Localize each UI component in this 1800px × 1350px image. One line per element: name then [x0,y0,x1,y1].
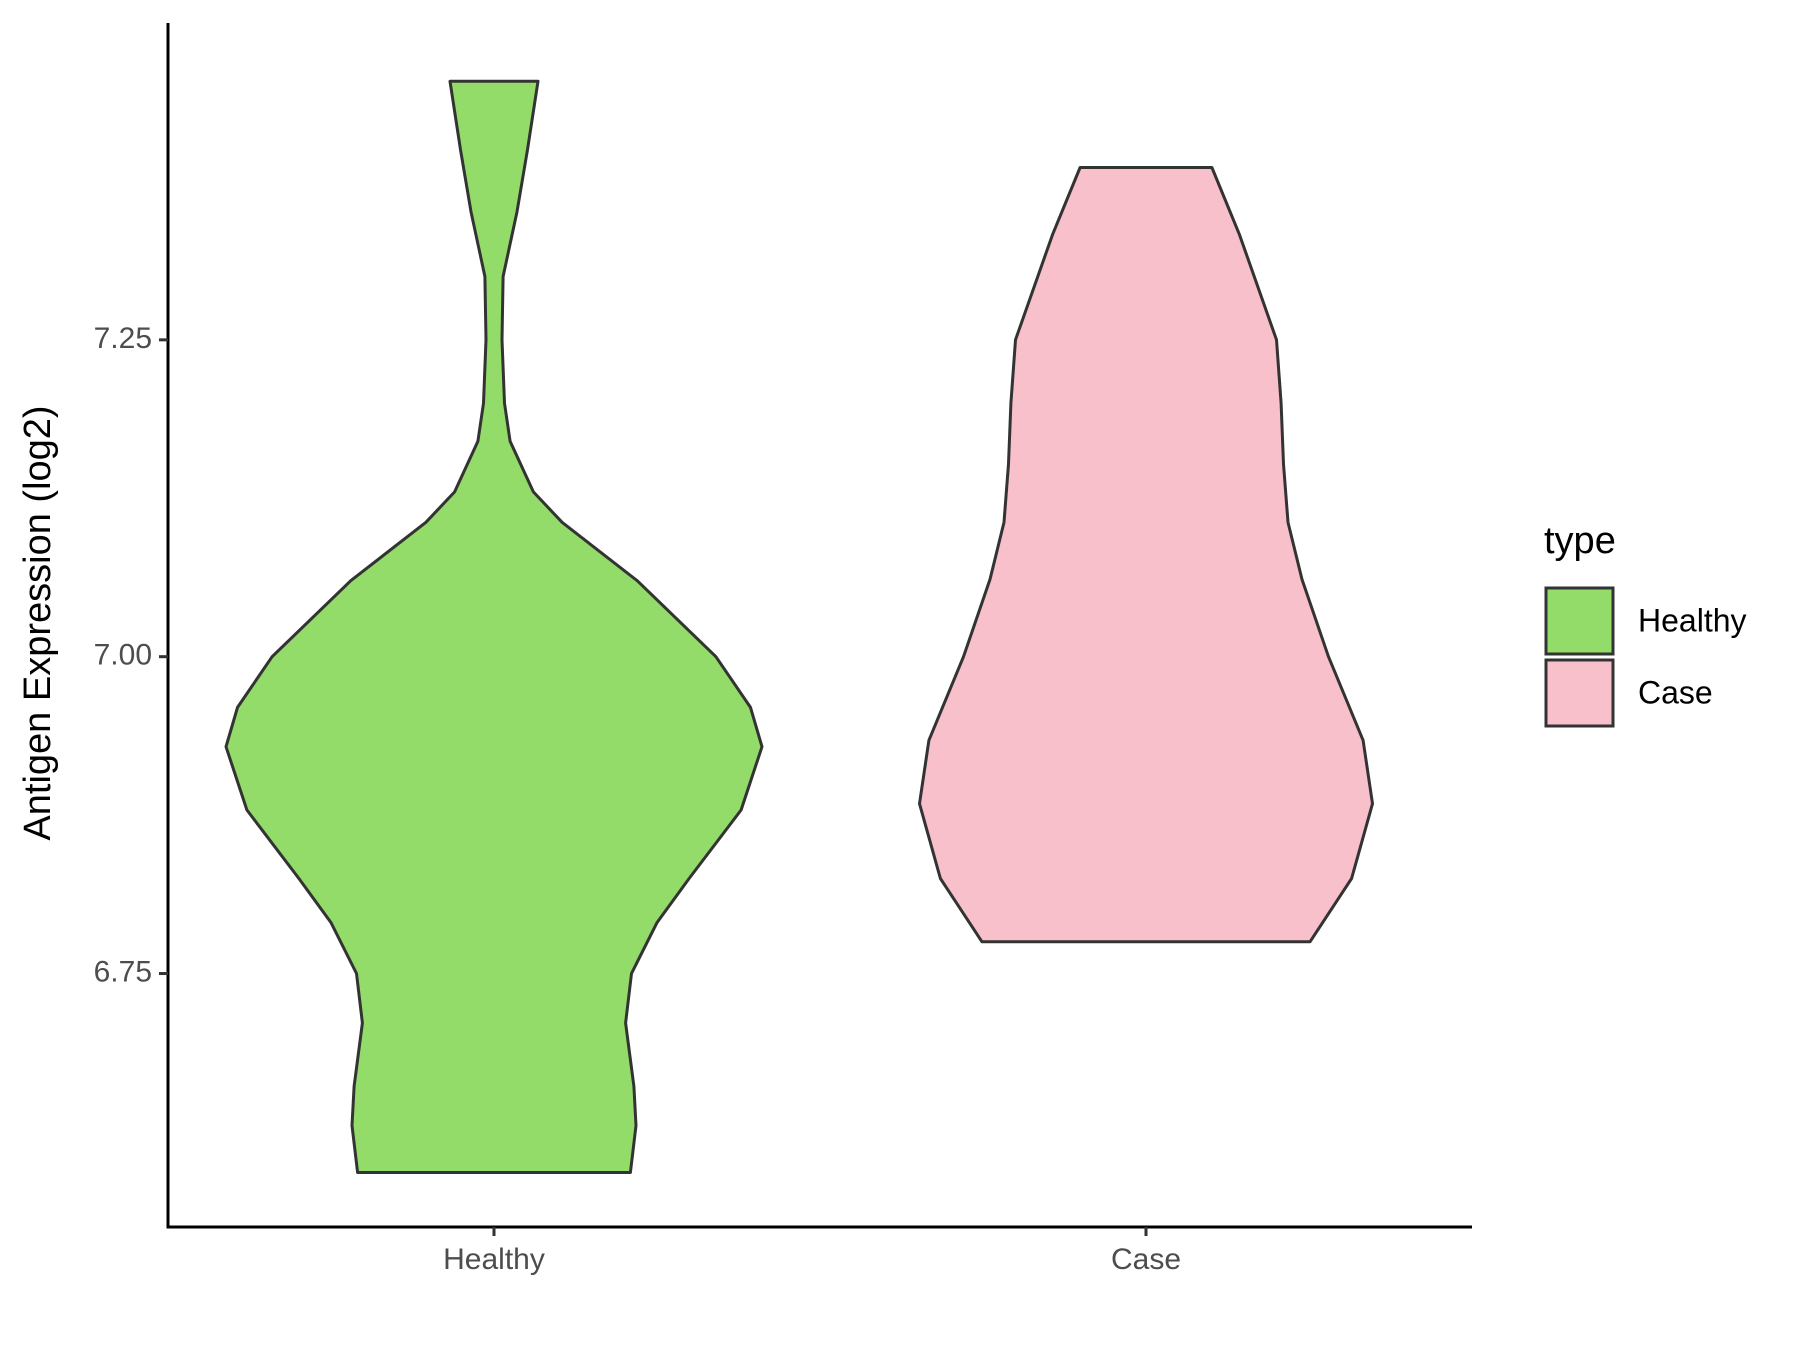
y-tick-label: 7.25 [94,322,152,355]
violin [224,79,764,1174]
legend-title: type [1544,520,1616,562]
legend-label: Case [1638,674,1713,710]
x-tick-label: Case [1111,1243,1181,1276]
legend-key [1544,658,1615,728]
y-axis-title: Antigen Expression (log2) [17,405,59,840]
y-tick-label: 6.75 [94,955,152,988]
y-tick-label: 7.00 [94,639,152,672]
x-tick-label: Healthy [443,1243,545,1276]
violin [918,166,1374,944]
legend-key [1544,586,1615,656]
legend-label: Healthy [1638,602,1747,638]
